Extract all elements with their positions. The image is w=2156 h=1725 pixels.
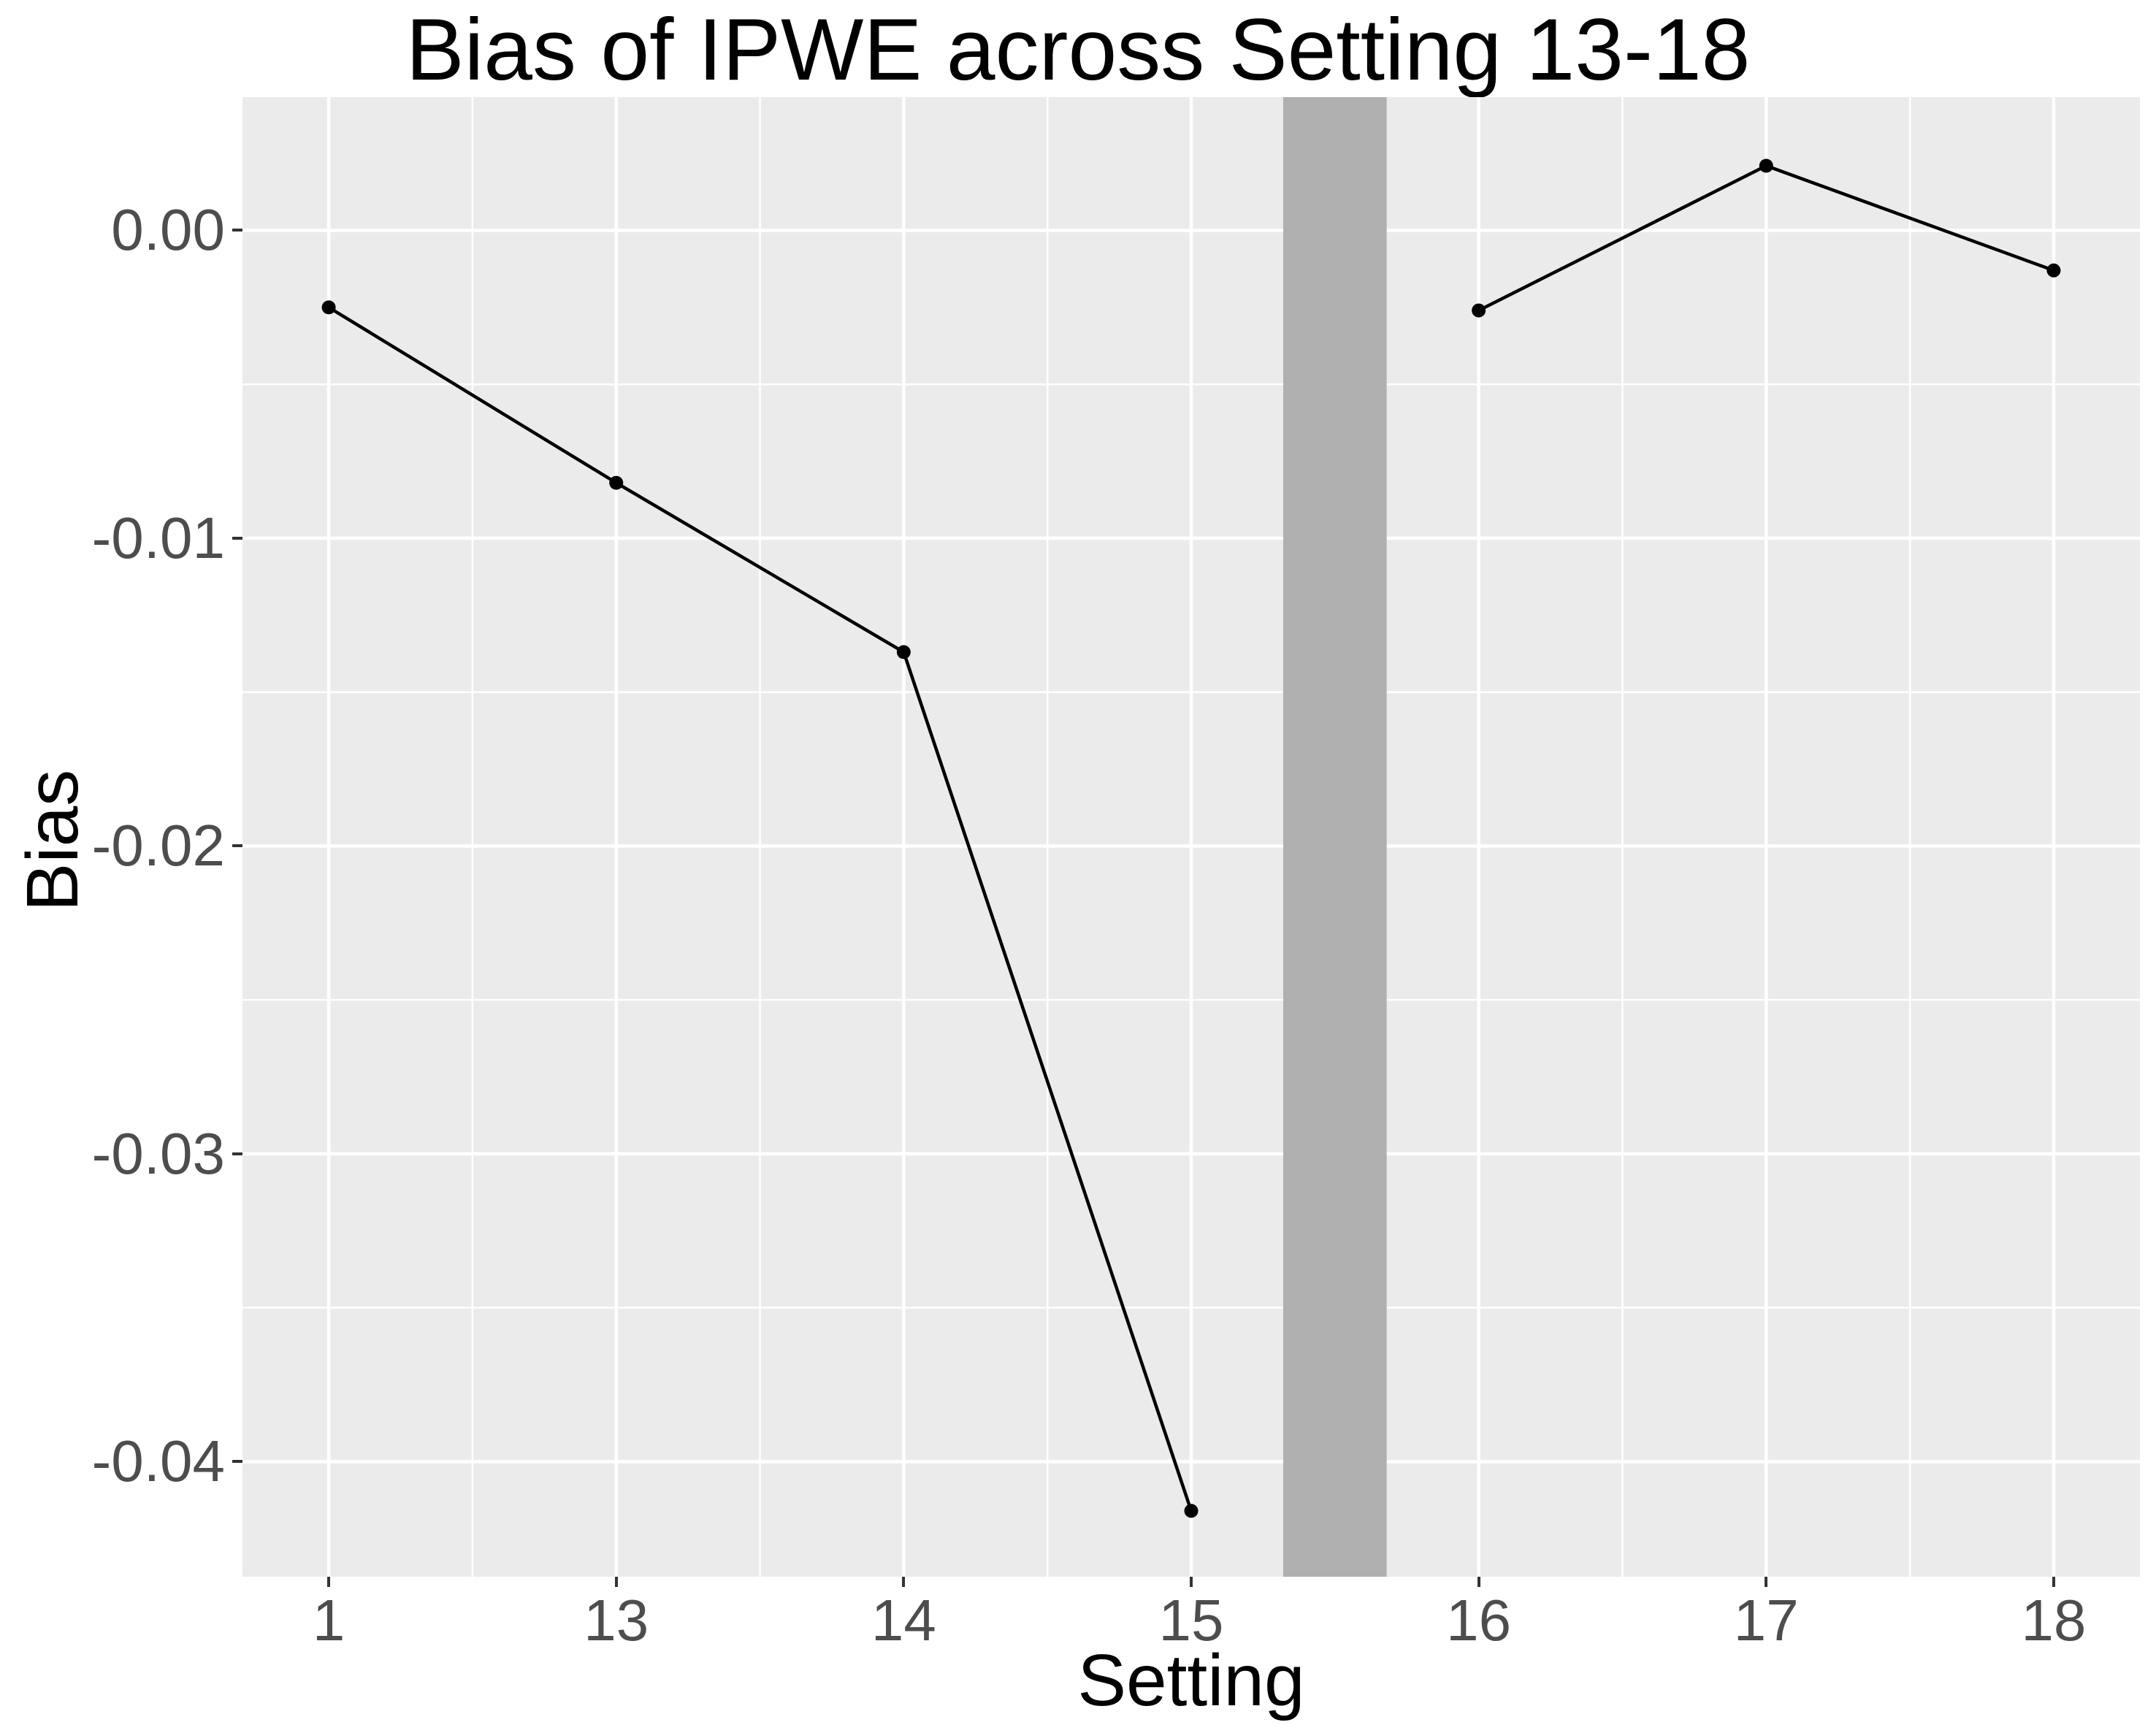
separator-band (1282, 97, 1387, 1577)
x-tick-mark (327, 1577, 331, 1587)
x-tick-label: 1 (312, 1588, 345, 1653)
series-line (327, 305, 1193, 1512)
data-point (321, 300, 336, 315)
data-point (1472, 303, 1486, 318)
x-tick-label: 18 (2021, 1588, 2087, 1653)
y-tick-label: -0.04 (91, 1428, 225, 1494)
y-tick-label: -0.01 (91, 505, 225, 570)
data-point (1759, 158, 1773, 173)
x-tick-label: 17 (1733, 1588, 1799, 1653)
x-tick-mark (1765, 1577, 1768, 1587)
x-tick-label: 15 (1158, 1588, 1224, 1653)
x-tick-mark (902, 1577, 906, 1587)
y-tick-mark (232, 1152, 242, 1155)
data-point (609, 475, 624, 490)
y-tick-label: -0.02 (91, 813, 225, 879)
x-tick-label: 16 (1446, 1588, 1512, 1653)
data-point (2046, 263, 2061, 278)
plot-panel (242, 97, 2140, 1577)
plot-panel-canvas (242, 97, 2140, 1577)
x-tick-mark (1477, 1577, 1480, 1587)
x-tick-mark (2052, 1577, 2055, 1587)
y-tick-mark (232, 536, 242, 540)
x-axis-title: Setting (1077, 1640, 1305, 1721)
y-tick-mark (232, 229, 242, 232)
plot-title: Bias of IPWE across Setting 13-18 (405, 1, 1751, 99)
x-tick-mark (614, 1577, 618, 1587)
data-point (1184, 1504, 1199, 1518)
x-tick-label: 13 (584, 1588, 649, 1653)
y-tick-mark (232, 844, 242, 848)
y-tick-label: 0.00 (111, 197, 225, 263)
data-point (896, 645, 911, 659)
y-tick-label: -0.03 (91, 1120, 225, 1186)
x-tick-label: 14 (871, 1588, 936, 1653)
y-tick-mark (232, 1460, 242, 1464)
x-tick-mark (1190, 1577, 1193, 1587)
